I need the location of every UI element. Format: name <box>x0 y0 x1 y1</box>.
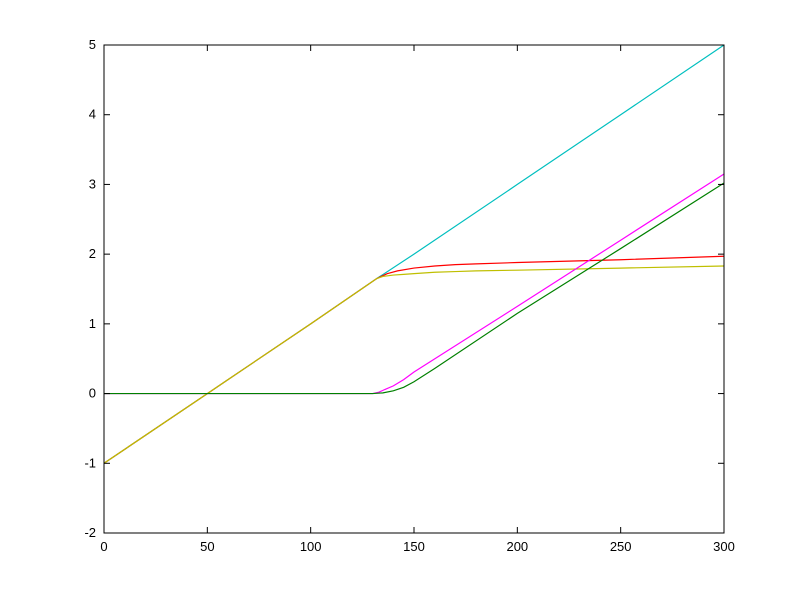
y-tick-label: 1 <box>89 316 96 331</box>
axes-frame <box>103 44 725 534</box>
x-tick-label: 150 <box>403 539 425 554</box>
series-line-3 <box>103 265 725 464</box>
x-tick-label: 0 <box>100 539 107 554</box>
series-layer <box>103 44 725 464</box>
series-line-5 <box>104 182 725 395</box>
x-tick-label: 200 <box>506 539 528 554</box>
y-tick-label: -2 <box>84 525 96 540</box>
y-tick-label: 5 <box>89 37 96 52</box>
x-tick-label: 100 <box>300 539 322 554</box>
y-tick-label: 4 <box>89 107 96 122</box>
y-tick-label: 3 <box>89 176 96 191</box>
x-tick-label: 50 <box>200 539 214 554</box>
tick-layer: 0 50 100 150 200 250 300 -2 -1 0 1 2 3 4 5 <box>84 37 734 554</box>
y-tick-label: 2 <box>89 246 96 261</box>
x-tick-label: 300 <box>713 539 735 554</box>
x-tick-label: 250 <box>610 539 632 554</box>
plot-area <box>104 45 724 533</box>
y-tick-label: 0 <box>89 386 96 401</box>
y-tick-label: -1 <box>84 455 96 470</box>
